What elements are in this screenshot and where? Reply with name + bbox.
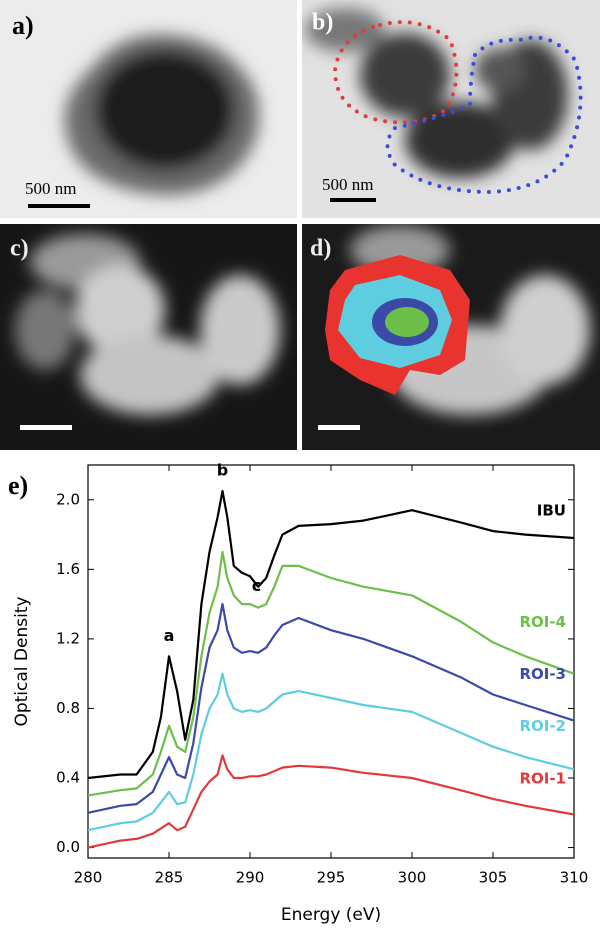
panel-label: a): [12, 11, 34, 40]
annotation: b: [217, 461, 228, 480]
panel-label: e): [8, 471, 28, 500]
series-label: ROI-3: [519, 665, 566, 683]
y-tick-label: 1.6: [56, 560, 80, 578]
scale-bar-label: 500 nm: [25, 179, 76, 198]
annotation: c: [252, 576, 261, 595]
x-tick-label: 285: [155, 869, 184, 887]
series-line: [87, 490, 575, 780]
panel-label: d): [310, 236, 331, 262]
series-label: ROI-1: [519, 769, 566, 787]
panel-a-image: [0, 0, 297, 218]
panel-label: c): [10, 236, 29, 262]
x-tick-label: 300: [398, 869, 427, 887]
x-tick-label: 295: [317, 869, 346, 887]
series-line: [87, 603, 575, 814]
panel-label: b): [312, 10, 333, 36]
y-tick-label: 0.4: [56, 769, 80, 787]
series-line: [87, 550, 575, 797]
annotation: a: [164, 626, 175, 645]
scale-bar-label: 500 nm: [322, 175, 373, 194]
y-tick-label: 0.0: [56, 838, 80, 856]
x-tick-label: 290: [236, 869, 265, 887]
y-tick-label: 1.2: [56, 629, 80, 647]
x-tick-label: 305: [479, 869, 508, 887]
panel-d-image: [302, 224, 600, 450]
y-axis-label: Optical Density: [12, 596, 32, 726]
y-tick-label: 2.0: [56, 490, 80, 508]
series-line: [87, 754, 575, 849]
x-tick-label: 280: [74, 869, 103, 887]
x-tick-label: 310: [560, 869, 589, 887]
panel-b-image: [302, 0, 600, 218]
series-label: ROI-4: [519, 613, 566, 631]
series-line: [87, 672, 575, 832]
x-axis-label: Energy (eV): [281, 905, 381, 925]
series-label: IBU: [537, 502, 566, 520]
series-label: ROI-2: [519, 717, 566, 735]
panel-c-image: [0, 224, 297, 450]
y-tick-label: 0.8: [56, 699, 80, 717]
